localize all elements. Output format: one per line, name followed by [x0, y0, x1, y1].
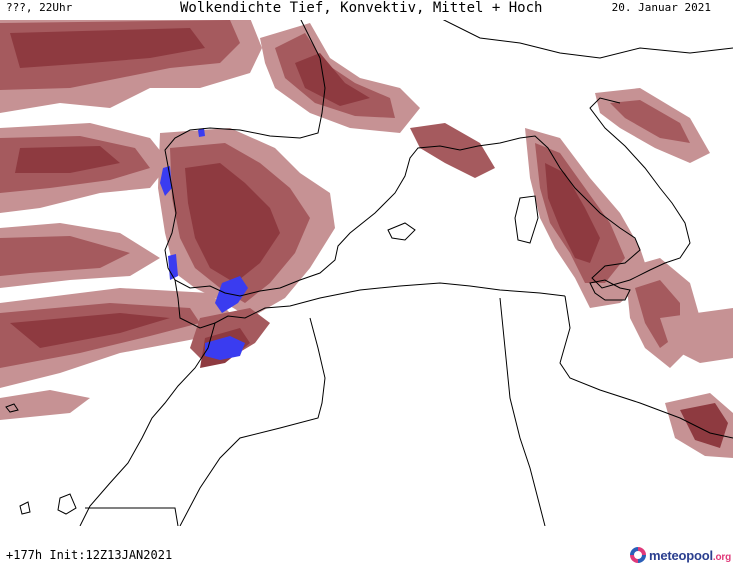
map-header: ???, 22Uhr Wolkendichte Tief, Konvektiv,… — [0, 0, 733, 20]
map-footer: +177h Init:12Z13JAN2021 meteopool.org — [0, 526, 733, 566]
forecast-date: 20. Januar 2021 — [611, 1, 711, 14]
cloud-field-atlantic — [0, 18, 262, 420]
meteopool-logo-icon — [629, 547, 646, 563]
forecast-time-label: ???, 22Uhr — [6, 1, 73, 14]
meteopool-logo[interactable]: meteopool.org — [629, 544, 731, 566]
map-title: Wolkendichte Tief, Konvektiv, Mittel + H… — [180, 0, 543, 16]
forecast-init-label: +177h Init:12Z13JAN2021 — [6, 548, 173, 562]
coastlines — [5, 18, 733, 526]
logo-text: meteopool.org — [649, 548, 731, 563]
logo-tld: .org — [712, 551, 731, 563]
weather-map — [0, 18, 733, 526]
logo-name: meteopool — [648, 547, 713, 563]
cloud-field-france — [260, 23, 495, 178]
cloud-field-iberia — [158, 128, 335, 368]
cloud-density-map — [0, 18, 733, 526]
cloud-field-italy — [525, 88, 733, 458]
